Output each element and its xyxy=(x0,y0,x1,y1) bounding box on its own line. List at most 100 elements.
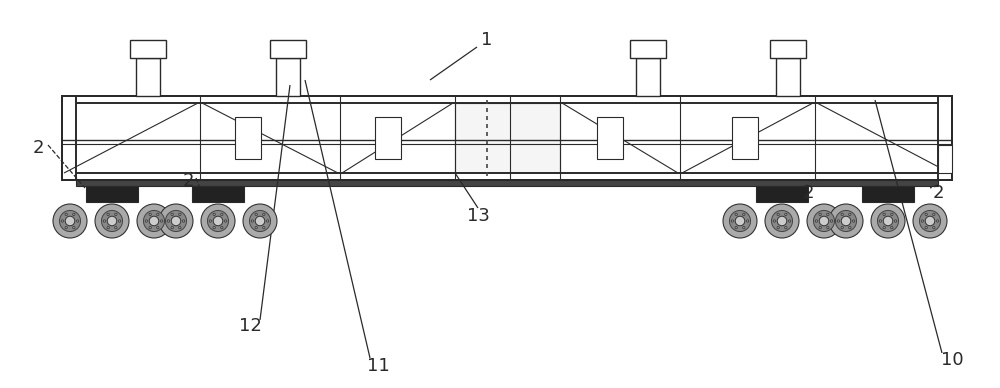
Circle shape xyxy=(933,213,935,216)
Text: 2: 2 xyxy=(802,184,814,202)
Circle shape xyxy=(149,213,151,216)
Circle shape xyxy=(171,216,181,226)
Circle shape xyxy=(171,213,173,216)
Circle shape xyxy=(159,204,193,238)
Bar xyxy=(130,40,166,58)
Circle shape xyxy=(263,227,265,229)
Bar xyxy=(62,96,76,180)
Bar xyxy=(776,58,800,96)
Bar xyxy=(770,40,806,58)
Circle shape xyxy=(73,227,75,229)
Circle shape xyxy=(103,220,106,222)
Circle shape xyxy=(221,213,223,216)
Circle shape xyxy=(255,213,257,216)
Circle shape xyxy=(827,227,829,229)
Circle shape xyxy=(213,216,223,226)
Circle shape xyxy=(807,204,841,238)
Circle shape xyxy=(883,227,885,229)
Bar xyxy=(76,180,938,186)
Bar xyxy=(136,58,160,96)
Circle shape xyxy=(819,213,821,216)
Bar xyxy=(630,40,666,58)
Circle shape xyxy=(115,213,117,216)
Circle shape xyxy=(771,210,793,232)
Circle shape xyxy=(883,216,893,226)
Circle shape xyxy=(877,210,899,232)
Circle shape xyxy=(743,213,745,216)
Circle shape xyxy=(171,227,173,229)
Circle shape xyxy=(835,210,857,232)
Circle shape xyxy=(107,213,109,216)
Circle shape xyxy=(883,213,885,216)
Circle shape xyxy=(251,220,254,222)
Circle shape xyxy=(819,227,821,229)
Bar xyxy=(732,117,758,159)
Circle shape xyxy=(925,227,927,229)
Circle shape xyxy=(933,227,935,229)
Bar xyxy=(62,96,952,103)
Circle shape xyxy=(735,216,745,226)
Circle shape xyxy=(243,204,277,238)
Circle shape xyxy=(925,216,935,226)
Circle shape xyxy=(65,216,75,226)
Circle shape xyxy=(827,213,829,216)
Circle shape xyxy=(852,220,855,222)
Circle shape xyxy=(777,216,787,226)
Circle shape xyxy=(266,220,269,222)
Circle shape xyxy=(165,210,187,232)
Circle shape xyxy=(841,213,843,216)
Circle shape xyxy=(879,220,882,222)
Circle shape xyxy=(735,213,737,216)
Circle shape xyxy=(746,220,749,222)
Circle shape xyxy=(731,220,734,222)
Circle shape xyxy=(221,227,223,229)
Circle shape xyxy=(137,204,171,238)
Circle shape xyxy=(249,210,271,232)
Circle shape xyxy=(913,204,947,238)
Circle shape xyxy=(819,216,829,226)
Circle shape xyxy=(95,204,129,238)
Circle shape xyxy=(76,220,79,222)
Text: 12: 12 xyxy=(239,317,261,335)
Circle shape xyxy=(925,213,927,216)
Circle shape xyxy=(841,227,843,229)
Circle shape xyxy=(179,213,181,216)
Circle shape xyxy=(101,210,123,232)
Bar xyxy=(938,96,952,180)
Circle shape xyxy=(179,227,181,229)
Bar xyxy=(192,186,244,202)
Circle shape xyxy=(735,227,737,229)
Circle shape xyxy=(107,216,117,226)
Circle shape xyxy=(157,227,159,229)
Circle shape xyxy=(729,210,751,232)
Circle shape xyxy=(788,220,791,222)
Circle shape xyxy=(167,220,170,222)
Bar xyxy=(270,40,306,58)
Circle shape xyxy=(59,210,81,232)
Bar xyxy=(455,103,560,173)
Text: 1: 1 xyxy=(481,31,493,49)
Circle shape xyxy=(115,227,117,229)
Circle shape xyxy=(830,220,833,222)
Circle shape xyxy=(61,220,64,222)
Bar xyxy=(62,173,952,180)
Circle shape xyxy=(53,204,87,238)
Circle shape xyxy=(723,204,757,238)
Circle shape xyxy=(201,204,235,238)
Circle shape xyxy=(182,220,185,222)
Bar xyxy=(62,96,952,180)
Bar xyxy=(862,186,914,202)
Text: 11: 11 xyxy=(367,357,389,375)
Circle shape xyxy=(891,227,893,229)
Circle shape xyxy=(871,204,905,238)
Text: 2: 2 xyxy=(182,172,194,190)
Circle shape xyxy=(765,204,799,238)
Circle shape xyxy=(65,213,67,216)
Circle shape xyxy=(213,227,215,229)
Circle shape xyxy=(777,227,779,229)
Circle shape xyxy=(145,220,148,222)
Circle shape xyxy=(785,213,787,216)
Circle shape xyxy=(255,227,257,229)
Circle shape xyxy=(209,220,212,222)
Text: 13: 13 xyxy=(467,207,489,225)
